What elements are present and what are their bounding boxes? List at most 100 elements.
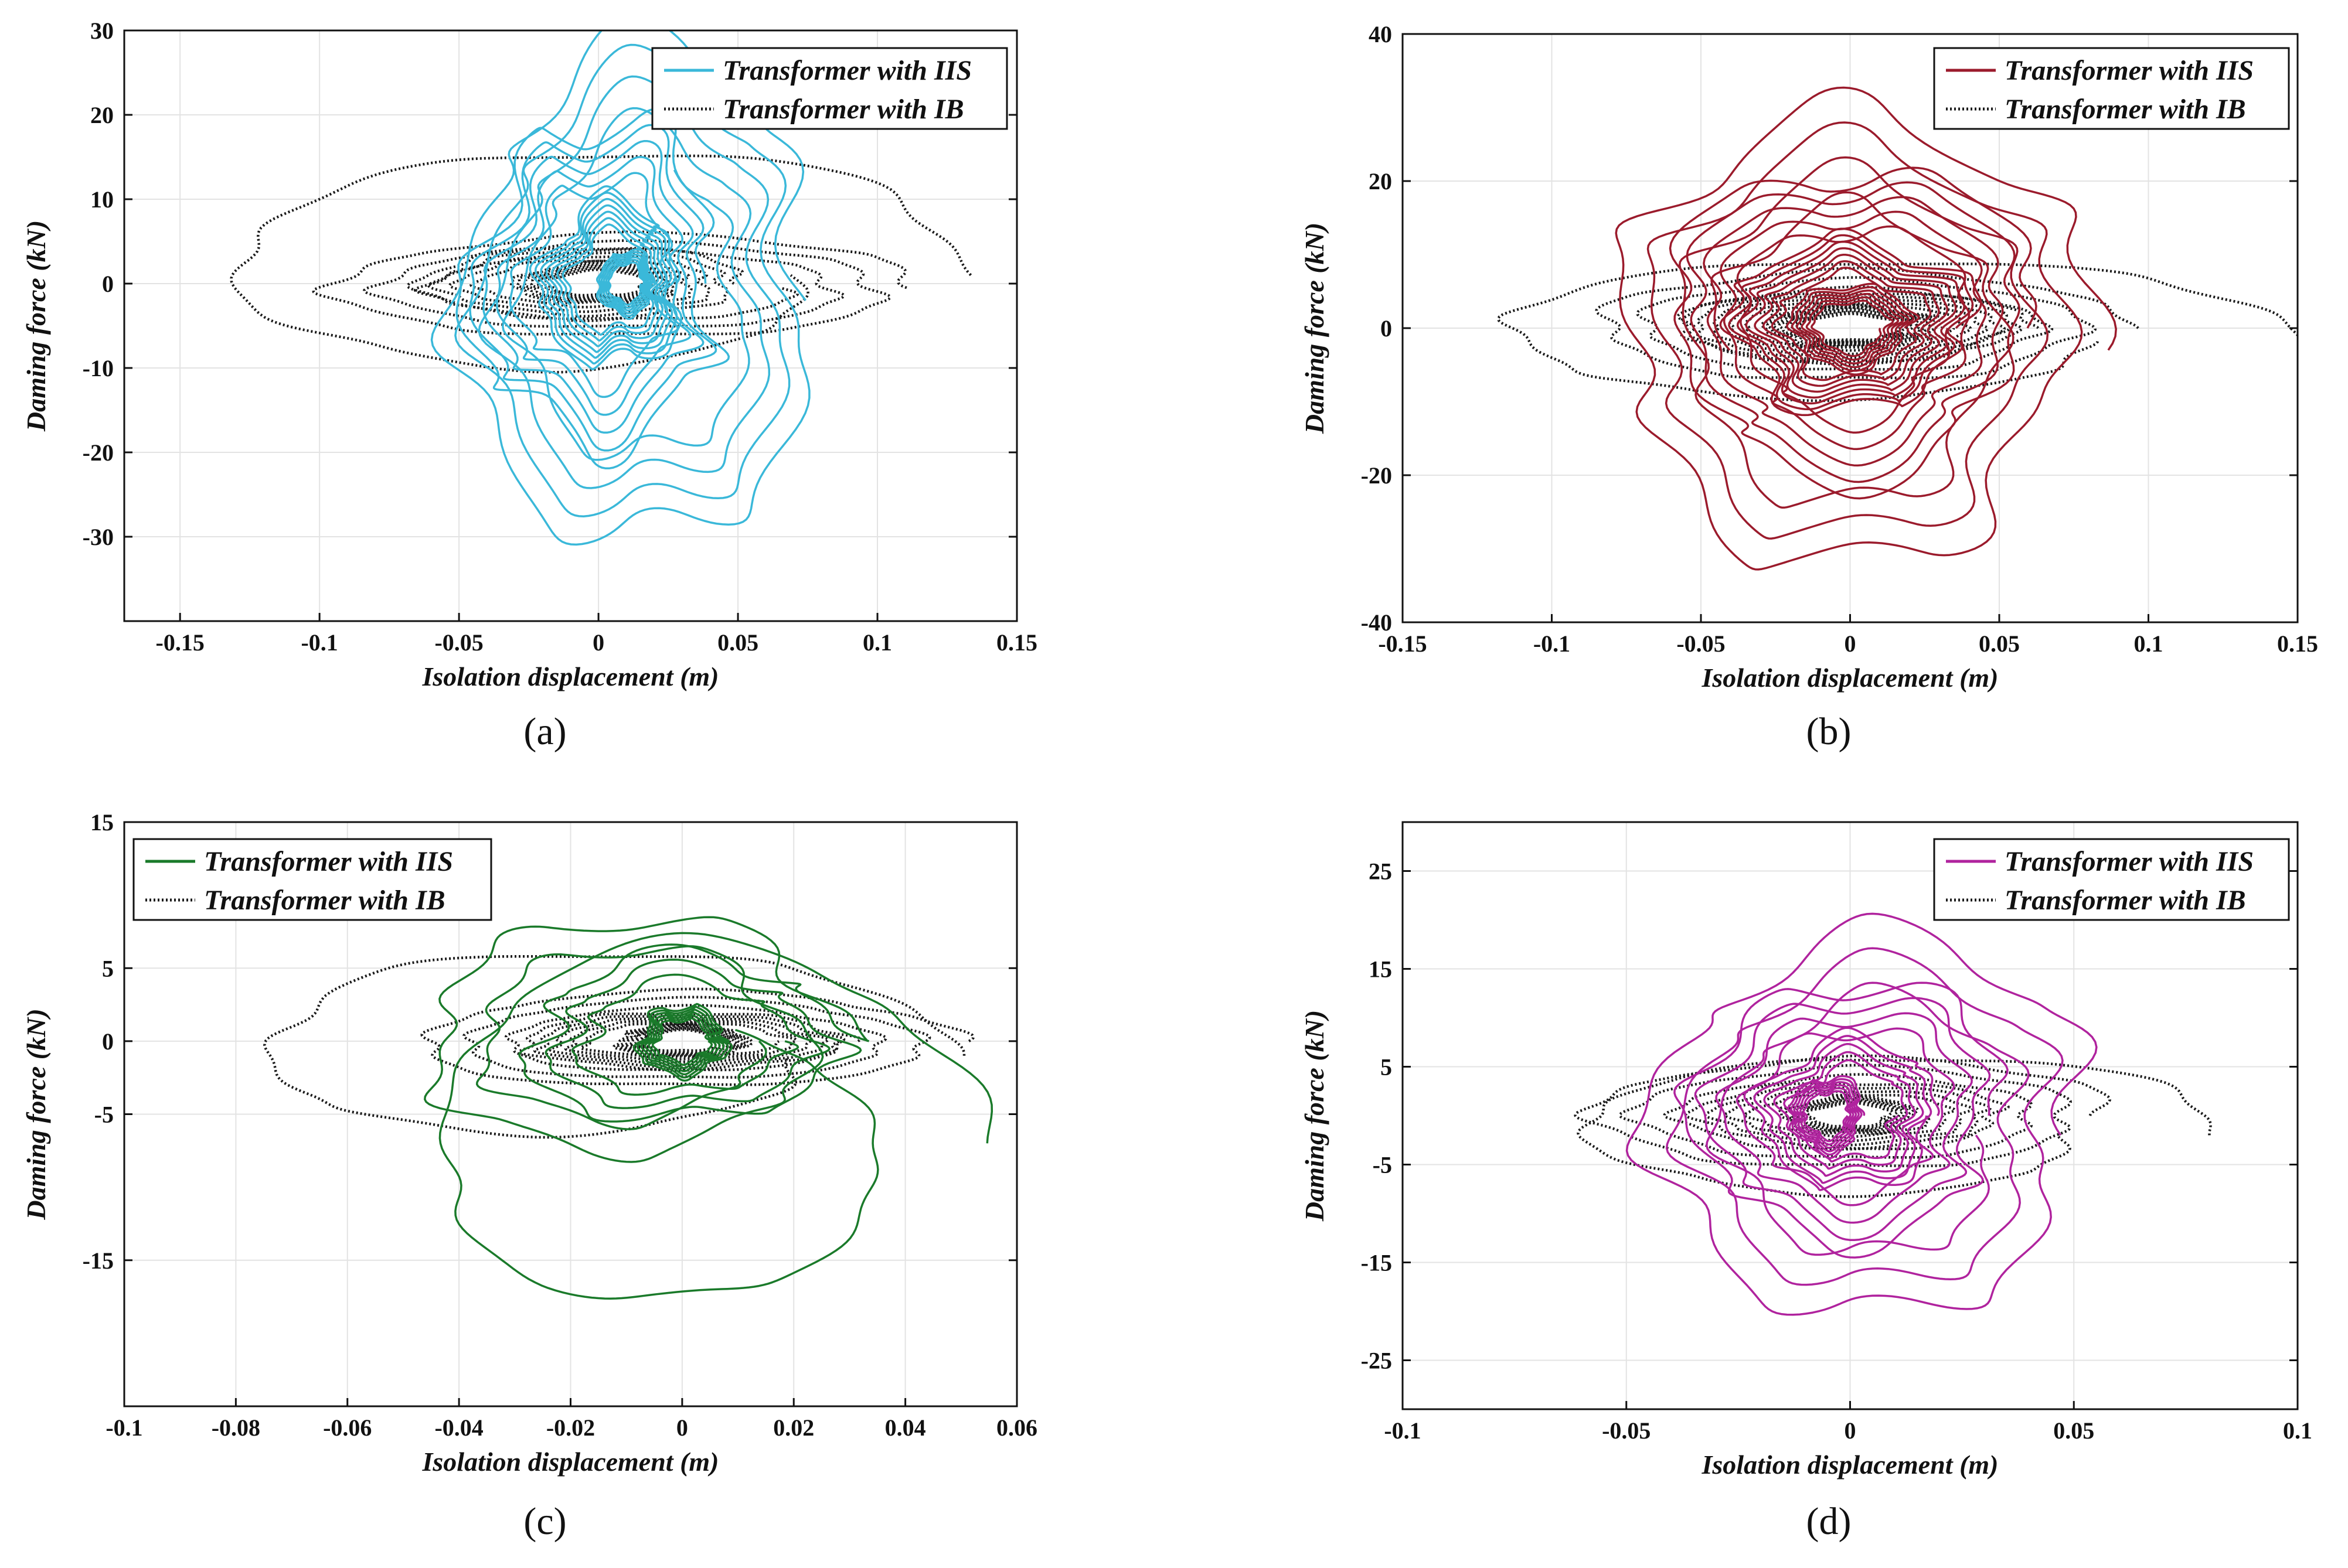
x-tick-label: -0.08 [212, 1414, 260, 1441]
series-line [518, 943, 870, 1123]
y-tick-label: -30 [83, 524, 114, 550]
series-iis [430, 30, 811, 546]
y-tick-label: 25 [1369, 858, 1392, 885]
x-tick-label: 0.1 [2134, 630, 2163, 657]
series-line [1673, 981, 2009, 1259]
x-axis-label: Isolation displacement (m) [1702, 663, 1999, 693]
series-line [263, 955, 966, 1139]
y-tick-label: 30 [90, 18, 114, 44]
y-tick-label: 0 [102, 1028, 114, 1055]
y-axis-label: Daming force (kN) [1299, 223, 1329, 434]
y-axis-label: Daming force (kN) [21, 220, 51, 432]
series-line [1786, 282, 1920, 376]
x-tick-label: -0.02 [546, 1414, 595, 1441]
x-tick-label: -0.1 [301, 629, 338, 656]
x-tick-label: 0.02 [773, 1414, 814, 1441]
x-tick-label: 0 [1845, 630, 1856, 657]
y-tick-label: 15 [1369, 956, 1392, 983]
y-tick-label: 20 [1369, 168, 1392, 195]
y-tick-label: 10 [90, 186, 114, 213]
series-line [420, 987, 975, 1086]
y-tick-label: 0 [102, 271, 114, 297]
x-tick-label: 0.15 [2277, 630, 2318, 657]
legend-entry: Transformer with IIS [723, 55, 972, 86]
panel-label: (b) [1806, 710, 1852, 753]
axes-frame [123, 29, 1018, 622]
panel-label: (c) [523, 1500, 566, 1543]
series-line [632, 1003, 733, 1082]
legend: Transformer with IIS Transformer with IB [132, 838, 492, 921]
x-tick-label: 0.05 [717, 629, 758, 656]
series-line [529, 185, 683, 371]
series-line [438, 932, 993, 1300]
x-tick-label: 0.1 [2283, 1417, 2312, 1444]
x-tick-label: -0.1 [106, 1414, 142, 1441]
y-tick-label: -15 [83, 1247, 114, 1274]
legend-box [132, 838, 492, 921]
x-axis-label: Isolation displacement (m) [1702, 1450, 1999, 1480]
series-line [518, 1012, 862, 1072]
y-tick-label: -10 [83, 355, 114, 381]
x-tick-label: -0.15 [156, 629, 205, 656]
series-iis [1625, 912, 2098, 1316]
chart-panel-b: -0.15 -0.1 -0.05 0 0.05 0.1 0.15 40 20 0 -20 -40 Iso… [1299, 21, 2318, 693]
x-tick-label: -0.1 [1384, 1417, 1421, 1444]
chart-panel-d: -0.1 -0.05 0 0.05 0.1 25 15 5 -5 -15 -25 Isolation … [1299, 821, 2312, 1480]
x-tick-label: 0.05 [2053, 1417, 2094, 1444]
panel-label: (d) [1806, 1500, 1852, 1543]
series-line [595, 248, 656, 321]
series-line [312, 230, 907, 336]
y-tick-label: -20 [1361, 462, 1392, 489]
series-line [430, 30, 811, 546]
y-tick-label: -15 [1361, 1250, 1392, 1276]
y-tick-label: 40 [1369, 21, 1392, 47]
series-line [1743, 1027, 1940, 1191]
x-tick-label: -0.15 [1378, 630, 1427, 657]
x-tick-label: -0.06 [323, 1414, 372, 1441]
legend-box [651, 47, 1008, 130]
y-tick-label: 5 [1380, 1054, 1392, 1080]
series-line [1669, 166, 2037, 500]
x-tick-label: -0.04 [434, 1414, 483, 1441]
y-tick-label: -40 [1361, 609, 1392, 636]
chart-panel-c: -0.1 -0.08 -0.06 -0.04 -0.02 0 0.02 0.04 0.06 15 5… [21, 809, 1037, 1477]
plot-area [230, 30, 972, 546]
legend-box [1933, 47, 2290, 130]
legend: Transformer with IIS Transformer with IB [1933, 47, 2290, 130]
legend-entry: Transformer with IB [723, 94, 964, 125]
x-tick-label: -0.05 [1676, 630, 1725, 657]
y-axis-label: Daming force (kN) [1299, 1010, 1329, 1222]
x-axis-label: Isolation displacement (m) [422, 662, 719, 691]
legend-entry: Transformer with IB [204, 885, 445, 916]
x-tick-label: 0 [593, 629, 604, 656]
legend-entry: Transformer with IIS [2005, 846, 2254, 877]
x-tick-label: 0 [1845, 1417, 1856, 1444]
x-tick-label: -0.05 [1602, 1417, 1651, 1444]
x-tick-label: 0.06 [996, 1414, 1037, 1441]
series-iis [1615, 86, 2117, 571]
legend: Transformer with IIS Transformer with IB [1933, 838, 2290, 921]
x-tick-label: 0.1 [863, 629, 892, 656]
series-ib [1574, 1054, 2212, 1198]
chart-panel-a: -0.15 -0.1 -0.05 0 0.05 0.1 0.15 30 20 10 0 -10 -20 -… [21, 18, 1037, 691]
y-tick-label: -20 [83, 439, 114, 466]
legend-box [1933, 838, 2290, 921]
y-tick-label: -5 [1373, 1152, 1392, 1178]
y-axis-label: Daming force (kN) [21, 1008, 51, 1220]
series-line [1577, 1058, 2212, 1198]
legend-entry: Transformer with IB [2005, 885, 2246, 916]
x-tick-label: 0 [676, 1414, 688, 1441]
y-tick-label: -25 [1361, 1348, 1392, 1374]
series-line [1786, 1075, 1866, 1160]
y-tick-label: 15 [90, 809, 114, 836]
legend-entry: Transformer with IB [2005, 94, 2246, 125]
y-tick-label: -5 [94, 1102, 114, 1128]
y-tick-label: 5 [102, 955, 114, 981]
plot-area [1574, 912, 2212, 1316]
series-line [1496, 263, 2298, 403]
legend: Transformer with IIS Transformer with IB [651, 47, 1008, 130]
series-iis [424, 916, 993, 1300]
series-line [455, 108, 730, 470]
